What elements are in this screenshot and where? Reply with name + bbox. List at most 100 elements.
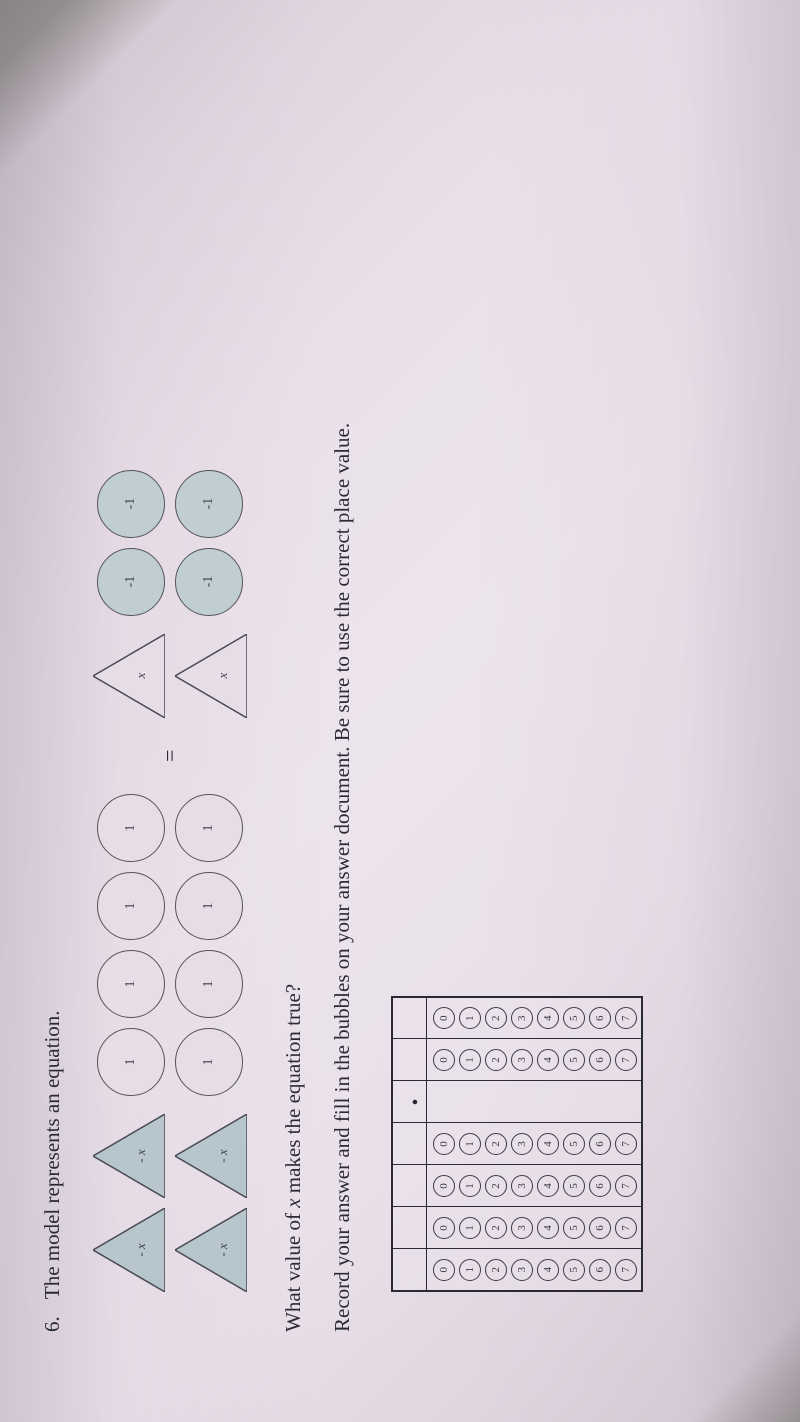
answer-bubble[interactable]: 1 bbox=[459, 1217, 481, 1239]
answer-bubble[interactable]: 5 bbox=[563, 1217, 585, 1239]
circle-tile: -1 bbox=[97, 548, 165, 616]
triangle-label: x bbox=[215, 634, 231, 718]
answer-bubble[interactable]: 7 bbox=[615, 1217, 637, 1239]
answer-bubble[interactable]: 0 bbox=[433, 1007, 455, 1029]
answer-bubble[interactable]: 5 bbox=[563, 1175, 585, 1197]
answer-bubble[interactable]: 7 bbox=[615, 1175, 637, 1197]
answer-entry-row: . bbox=[392, 997, 426, 1291]
answer-bubble[interactable]: 4 bbox=[537, 1049, 559, 1071]
answer-bubble[interactable]: 6 bbox=[589, 1049, 611, 1071]
answer-bubble[interactable]: 2 bbox=[485, 1049, 507, 1071]
grid-entry-cell[interactable] bbox=[392, 1207, 426, 1249]
question-line: 6. The model represents an equation. bbox=[40, 60, 65, 1332]
question-number: 6. bbox=[40, 1304, 65, 1332]
answer-bubble[interactable]: 7 bbox=[615, 1049, 637, 1071]
instruction-text: Record your answer and fill in the bubbl… bbox=[330, 60, 355, 1332]
answer-bubble[interactable]: 7 bbox=[615, 1133, 637, 1155]
sub-suffix: makes the equation true? bbox=[281, 984, 305, 1199]
answer-bubble[interactable]: 4 bbox=[537, 1217, 559, 1239]
triangle-tile: - x bbox=[93, 1114, 165, 1198]
triangle-tile: x bbox=[93, 634, 165, 718]
answer-bubble[interactable]: 6 bbox=[589, 1007, 611, 1029]
answer-bubble[interactable]: 2 bbox=[485, 1175, 507, 1197]
left-triangles: - x - x - x - x bbox=[93, 1114, 247, 1292]
answer-bubble[interactable]: 1 bbox=[459, 1007, 481, 1029]
grid-entry-cell[interactable] bbox=[392, 1123, 426, 1165]
answer-bubble[interactable]: 3 bbox=[511, 1175, 533, 1197]
answer-grid-wrap: . 01234567012345670123456701234567012345… bbox=[391, 60, 643, 1292]
answer-bubble[interactable]: 3 bbox=[511, 1007, 533, 1029]
sub-variable: x bbox=[281, 1198, 305, 1207]
answer-bubble[interactable]: 7 bbox=[615, 1259, 637, 1281]
answer-bubble[interactable]: 5 bbox=[563, 1133, 585, 1155]
answer-bubble[interactable]: 4 bbox=[537, 1175, 559, 1197]
right-triangles: xx bbox=[93, 634, 247, 718]
answer-bubble[interactable]: 2 bbox=[485, 1133, 507, 1155]
grid-bubble-cell: 01234567 bbox=[426, 1207, 642, 1249]
grid-bubble-cell: 01234567 bbox=[426, 1123, 642, 1165]
answer-bubble[interactable]: 2 bbox=[485, 1007, 507, 1029]
circle-tile: 1 bbox=[97, 1028, 165, 1096]
worksheet-page: 6. The model represents an equation. - x… bbox=[0, 0, 800, 1422]
equation-model: - x- x- x- x 11111111 = xx -1-1-1-1 bbox=[93, 60, 247, 1292]
answer-bubble[interactable]: 4 bbox=[537, 1007, 559, 1029]
triangle-label: - x bbox=[133, 1208, 149, 1292]
answer-bubble[interactable]: 4 bbox=[537, 1259, 559, 1281]
right-circles: -1-1-1-1 bbox=[97, 470, 243, 616]
answer-bubble[interactable]: 1 bbox=[459, 1133, 481, 1155]
sub-prefix: What value of bbox=[281, 1208, 305, 1332]
answer-bubble[interactable]: 6 bbox=[589, 1133, 611, 1155]
question-prompt: The model represents an equation. bbox=[40, 1010, 64, 1299]
answer-bubble[interactable]: 1 bbox=[459, 1259, 481, 1281]
circle-tile: 1 bbox=[97, 794, 165, 862]
triangle-label: x bbox=[133, 634, 149, 718]
triangle-tile: - x bbox=[175, 1208, 247, 1292]
triangle-label: - x bbox=[133, 1114, 149, 1198]
sub-question: What value of x makes the equation true? bbox=[281, 60, 306, 1332]
answer-bubble[interactable]: 1 bbox=[459, 1175, 481, 1197]
answer-bubble[interactable]: 3 bbox=[511, 1133, 533, 1155]
triangle-label: - x bbox=[215, 1114, 231, 1198]
answer-bubble[interactable]: 3 bbox=[511, 1217, 533, 1239]
answer-bubble[interactable]: 0 bbox=[433, 1175, 455, 1197]
grid-bubble-cell: 01234567 bbox=[426, 997, 642, 1039]
answer-grid[interactable]: . 01234567012345670123456701234567012345… bbox=[391, 996, 643, 1292]
answer-bubble[interactable]: 6 bbox=[589, 1217, 611, 1239]
grid-entry-cell[interactable] bbox=[392, 1249, 426, 1291]
answer-bubble-row: 0123456701234567012345670123456701234567… bbox=[426, 997, 642, 1291]
answer-bubble[interactable]: 5 bbox=[563, 1049, 585, 1071]
grid-bubble-cell bbox=[426, 1081, 642, 1123]
circle-tile: 1 bbox=[175, 872, 243, 940]
answer-bubble[interactable]: 3 bbox=[511, 1259, 533, 1281]
triangle-tile: - x bbox=[175, 1114, 247, 1198]
circle-tile: -1 bbox=[175, 470, 243, 538]
triangle-label: - x bbox=[215, 1208, 231, 1292]
circle-tile: 1 bbox=[175, 950, 243, 1018]
answer-bubble[interactable]: 0 bbox=[433, 1133, 455, 1155]
answer-bubble[interactable]: 0 bbox=[433, 1259, 455, 1281]
circle-tile: 1 bbox=[175, 794, 243, 862]
circle-tile: 1 bbox=[97, 872, 165, 940]
answer-bubble[interactable]: 5 bbox=[563, 1007, 585, 1029]
answer-bubble[interactable]: 2 bbox=[485, 1259, 507, 1281]
grid-entry-cell[interactable] bbox=[392, 997, 426, 1039]
answer-bubble[interactable]: 4 bbox=[537, 1133, 559, 1155]
grid-entry-cell[interactable] bbox=[392, 1165, 426, 1207]
answer-bubble[interactable]: 6 bbox=[589, 1175, 611, 1197]
triangle-tile: - x bbox=[93, 1208, 165, 1292]
grid-entry-cell[interactable] bbox=[392, 1039, 426, 1081]
circle-tile: -1 bbox=[175, 548, 243, 616]
grid-entry-cell: . bbox=[392, 1081, 426, 1123]
circle-tile: -1 bbox=[97, 470, 165, 538]
grid-bubble-cell: 01234567 bbox=[426, 1249, 642, 1291]
answer-bubble[interactable]: 5 bbox=[563, 1259, 585, 1281]
answer-bubble[interactable]: 0 bbox=[433, 1217, 455, 1239]
answer-bubble[interactable]: 3 bbox=[511, 1049, 533, 1071]
grid-bubble-cell: 01234567 bbox=[426, 1039, 642, 1081]
grid-bubble-cell: 01234567 bbox=[426, 1165, 642, 1207]
answer-bubble[interactable]: 2 bbox=[485, 1217, 507, 1239]
answer-bubble[interactable]: 1 bbox=[459, 1049, 481, 1071]
answer-bubble[interactable]: 7 bbox=[615, 1007, 637, 1029]
answer-bubble[interactable]: 0 bbox=[433, 1049, 455, 1071]
answer-bubble[interactable]: 6 bbox=[589, 1259, 611, 1281]
